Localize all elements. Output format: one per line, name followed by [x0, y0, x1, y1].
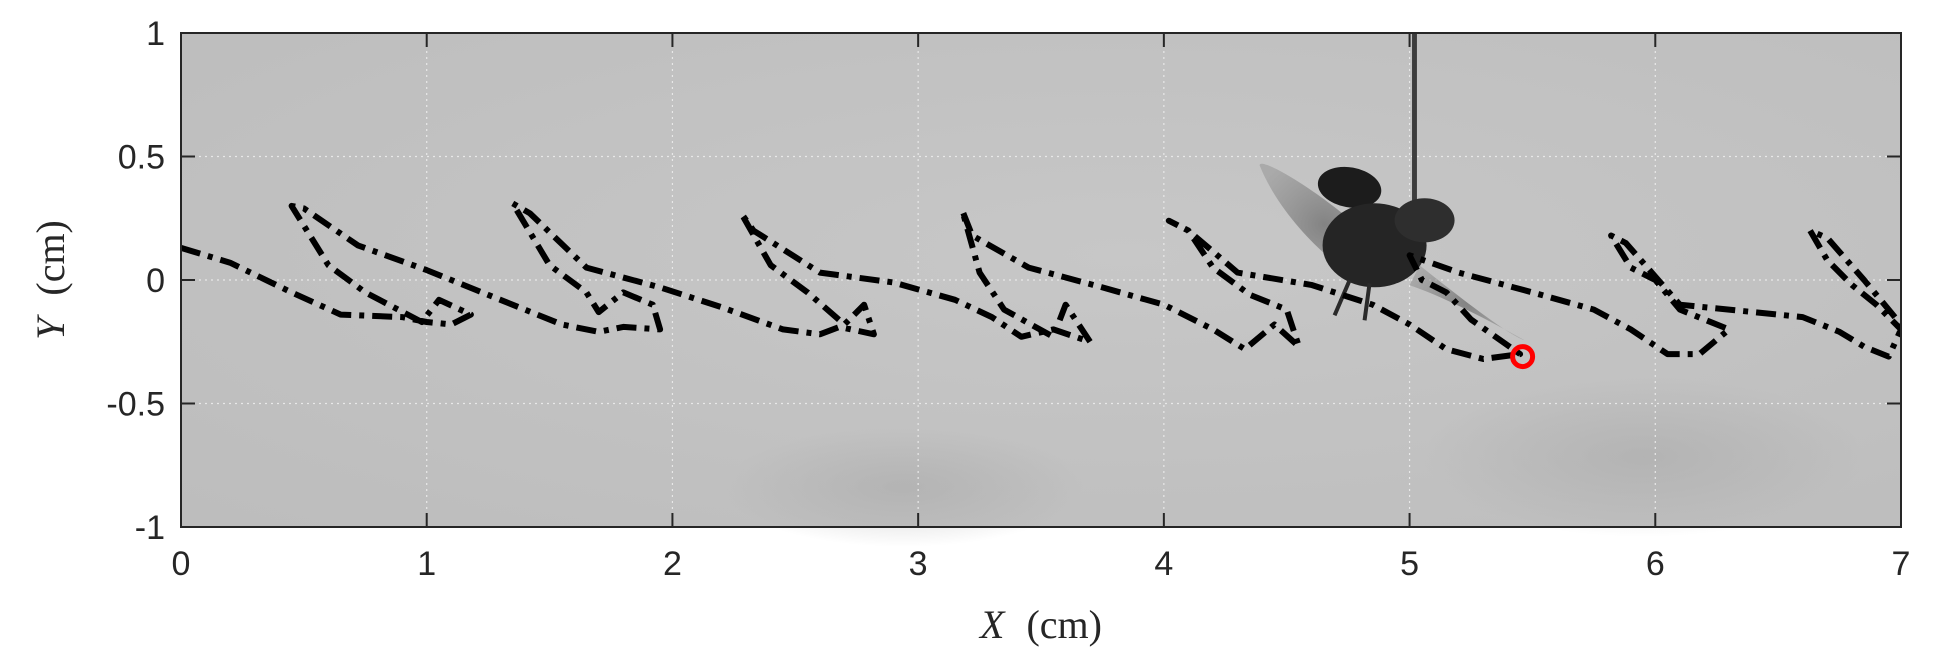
photo-shade: [723, 427, 1084, 547]
x-axis-ticks: 0 1 2 3 4 5 6 7: [172, 33, 1911, 583]
y-axis-label-unit: (cm): [28, 220, 73, 296]
beetle-legs: [1332, 279, 1372, 321]
y-axis-ticks: -1 -0.5 0 0.5 1: [106, 15, 1901, 547]
photo-background: [181, 33, 1901, 547]
x-tick-label: 6: [1646, 545, 1665, 583]
x-tick-label: 4: [1154, 545, 1173, 583]
photo-shade: [1423, 377, 1863, 537]
marker-point: [1510, 344, 1536, 370]
y-tick-label: 1: [146, 15, 165, 53]
y-tick-label: 0: [146, 262, 165, 300]
tether-wire: [1412, 33, 1417, 216]
beetle-image: [1259, 33, 1525, 341]
x-tick-label: 3: [909, 545, 928, 583]
y-axis-label: Y (cm): [28, 220, 73, 340]
x-tick-label: 2: [663, 545, 682, 583]
x-tick-label: 7: [1892, 545, 1911, 583]
x-axis-label-unit: (cm): [1026, 602, 1102, 647]
series-line-0: [181, 200, 1901, 362]
x-axis-label: X (cm): [978, 602, 1102, 647]
y-tick-label: -0.5: [106, 386, 165, 424]
x-axis-label-var: X: [978, 602, 1006, 647]
y-axis-label-var: Y: [28, 314, 73, 340]
beetle-elytra: [1317, 166, 1382, 208]
position-marker: [1510, 344, 1536, 370]
x-tick-label: 0: [172, 545, 191, 583]
x-tick-label: 5: [1400, 545, 1419, 583]
beetle-right-wing: [1409, 265, 1525, 341]
y-tick-label: 0.5: [118, 139, 165, 177]
x-tick-label: 1: [417, 545, 436, 583]
beetle-head: [1394, 198, 1455, 243]
y-tick-label: -1: [135, 509, 165, 547]
trajectory-series: [181, 200, 1901, 362]
